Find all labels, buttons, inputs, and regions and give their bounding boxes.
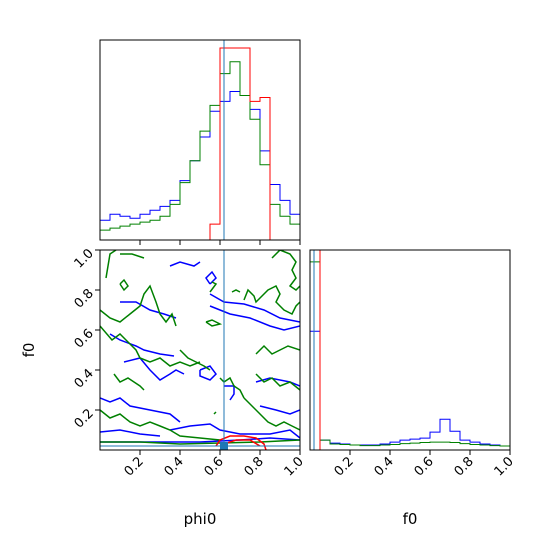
contour-green — [209, 281, 218, 293]
contour-blue — [100, 429, 161, 437]
contour-blue — [169, 423, 300, 439]
contour-blue — [205, 270, 217, 285]
contour-blue — [123, 357, 185, 381]
contour-green — [231, 289, 241, 293]
x-tick-label: 0.2 — [332, 454, 357, 479]
contour-green — [119, 278, 129, 292]
contour-green — [100, 284, 177, 327]
x-tick-label: 0.6 — [202, 454, 227, 479]
histogram-series-green — [100, 61, 300, 231]
panel-frame — [99, 249, 301, 451]
contour-green — [100, 439, 300, 445]
contour-green — [243, 397, 300, 431]
contour-group — [100, 250, 300, 450]
x-tick-label: 0.6 — [412, 454, 437, 479]
contour-green — [113, 373, 145, 391]
x-tick-label: 0.4 — [162, 454, 187, 479]
contour-blue — [169, 261, 201, 267]
y-tick-label: 1.0 — [72, 246, 97, 271]
y-axis-label-f0: f0 — [20, 343, 38, 358]
panel-frame — [99, 39, 301, 241]
panel-frame — [309, 249, 511, 451]
y-tick-label: 0.4 — [72, 366, 97, 391]
x-tick-label: 0.8 — [242, 454, 267, 479]
contour-blue — [259, 405, 300, 415]
joint-phi0-f0-panel: 0.2 0.4 0.6 0.8 1.0 0.2 0.4 0.6 0.8 1.0 — [72, 246, 307, 479]
x-axis-label-f0: f0 — [403, 510, 418, 528]
histogram-phi0-panel — [99, 39, 301, 245]
contour-green — [120, 253, 145, 259]
contour-blue — [120, 301, 177, 319]
x-tick-label: 1.0 — [282, 454, 307, 479]
x-tick-label: 0.8 — [452, 454, 477, 479]
contour-green — [219, 376, 245, 399]
y-tick-label: 0.6 — [72, 326, 97, 351]
contour-blue — [209, 293, 300, 323]
x-tick-label: 0.4 — [372, 454, 397, 479]
contour-green — [100, 409, 221, 441]
contour-green — [105, 250, 117, 279]
histogram-f0-panel: 0.2 0.4 0.6 0.8 1.0 — [309, 249, 517, 479]
contour-blue — [224, 385, 235, 401]
contour-red — [215, 435, 267, 450]
contour-blue — [199, 365, 217, 381]
contour-blue — [209, 305, 300, 331]
contour-green — [271, 250, 300, 291]
contour-green — [243, 284, 300, 316]
histogram-series-green — [310, 261, 510, 447]
contour-green — [213, 411, 217, 415]
contour-green — [179, 349, 211, 371]
contour-green — [255, 373, 300, 391]
truth-marker — [220, 442, 228, 450]
contour-green — [100, 325, 201, 367]
x-tick-label: 1.0 — [492, 454, 517, 479]
contour-blue — [109, 333, 175, 357]
contour-green — [255, 344, 300, 355]
contour-blue — [100, 397, 181, 423]
histogram-series-blue — [310, 330, 510, 447]
x-axis-label-phi0: phi0 — [184, 510, 217, 528]
contour-green — [205, 319, 223, 327]
x-tick-label: 0.2 — [122, 454, 147, 479]
y-tick-label: 0.2 — [72, 406, 97, 431]
y-tick-label: 0.8 — [72, 286, 97, 311]
